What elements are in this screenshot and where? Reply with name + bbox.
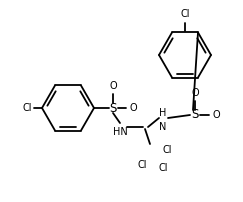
Text: Cl: Cl (137, 160, 147, 170)
Text: Cl: Cl (23, 103, 32, 113)
Text: Cl: Cl (180, 9, 190, 19)
Text: S: S (109, 101, 117, 115)
Text: Cl: Cl (162, 145, 172, 155)
Text: O: O (109, 81, 117, 91)
Text: HN: HN (113, 127, 127, 137)
Text: N: N (159, 122, 167, 132)
Text: O: O (129, 103, 137, 113)
Text: O: O (212, 110, 220, 120)
Text: S: S (191, 108, 199, 121)
Text: Cl: Cl (158, 163, 167, 173)
Text: O: O (191, 88, 199, 98)
Text: H: H (159, 108, 167, 118)
